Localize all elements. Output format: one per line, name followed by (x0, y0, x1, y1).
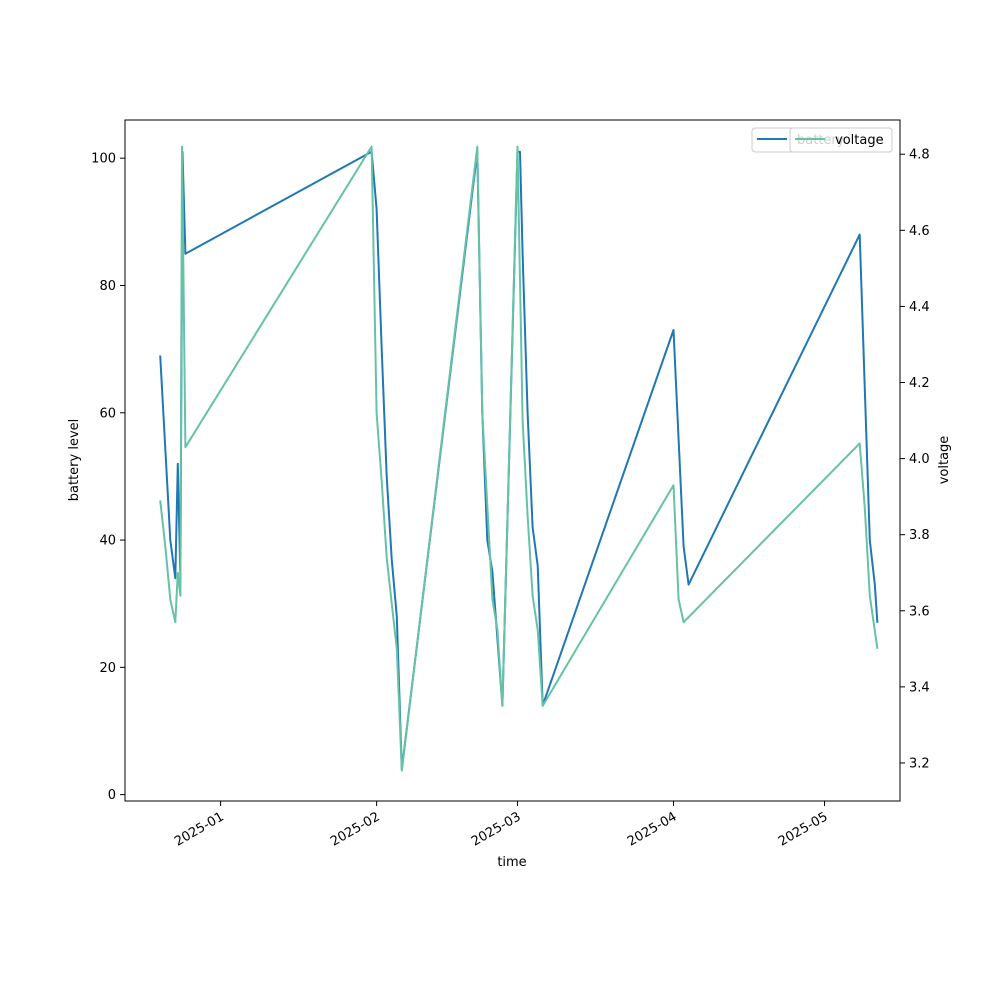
y-tick-label: 100 (91, 152, 116, 167)
x-axis-label: time (497, 855, 526, 870)
y-tick-label: 60 (99, 406, 116, 421)
y2-tick-label: 3.8 (909, 528, 930, 543)
legend-voltage: voltage (789, 127, 893, 153)
y2-tick-label: 3.2 (909, 756, 930, 771)
y-tick-label: 20 (99, 661, 116, 676)
legend-voltage-label: voltage (835, 133, 884, 148)
series-layer (159, 145, 879, 772)
y2-axis-ticks: 3.2 3.4 3.6 3.8 4.0 4.2 4.4 4.6 4.8 (900, 148, 930, 771)
legend-voltage-box (789, 127, 893, 153)
y2-tick-label: 4.6 (909, 224, 930, 239)
y2-axis-label: voltage (937, 436, 952, 485)
series-line-battery (159, 150, 879, 771)
y2-tick-label: 4.4 (909, 300, 930, 315)
plot-frame (124, 119, 901, 802)
y-tick-label: 80 (99, 279, 116, 294)
series-line-voltage (159, 145, 879, 772)
y2-tick-label: 3.6 (909, 604, 930, 619)
y2-tick-label: 4.0 (909, 452, 930, 467)
y-tick-label: 0 (108, 788, 116, 803)
y-axis-label: battery level (67, 419, 82, 502)
y2-tick-label: 4.8 (909, 148, 930, 163)
y-tick-label: 40 (99, 534, 116, 549)
y2-tick-label: 4.2 (909, 376, 930, 391)
y-axis-ticks: 0 20 40 60 80 100 (91, 152, 125, 803)
plot-area (125, 120, 900, 801)
y2-tick-label: 3.4 (909, 680, 930, 695)
